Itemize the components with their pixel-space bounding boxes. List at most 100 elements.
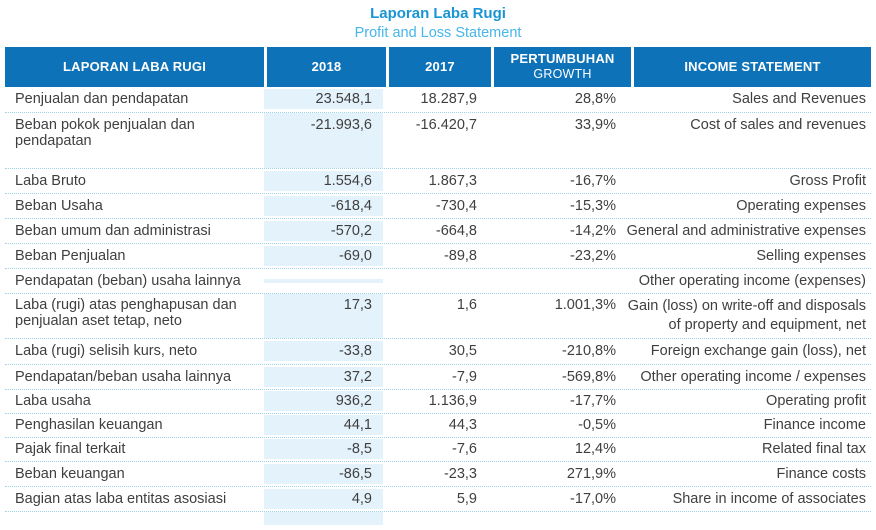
cell-english-label: General and administrative expenses xyxy=(626,222,866,239)
band-spacer xyxy=(383,512,485,525)
cell-growth-value: -16,7% xyxy=(570,172,616,189)
cell-growth-value: -23,2% xyxy=(570,247,616,264)
cell-english-label: Foreign exchange gain (loss), net xyxy=(650,343,866,360)
cell-2017-value: 30,5 xyxy=(448,343,477,360)
pnl-table: LAPORAN LABA RUGI 2018 2017 PERTUMBUHAN … xyxy=(5,46,871,525)
cell-2018-value: 1.554,6 xyxy=(264,170,383,191)
header-growth-line1: PERTUMBUHAN xyxy=(510,51,615,67)
cell-english-label: Cost of sales and revenues xyxy=(690,116,866,133)
cell-2017-value: -89,8 xyxy=(443,247,477,264)
cell-english-label: Sales and Revenues xyxy=(732,91,866,108)
cell-growth-value: -14,2% xyxy=(570,222,616,239)
table-row: Beban Usaha -618,4 -730,4 -15,3% Operati… xyxy=(5,194,871,219)
cell-growth-value: 33,9% xyxy=(574,116,616,133)
cell-2017-value: -23,3 xyxy=(443,465,477,482)
header-cell-indonesian: LAPORAN LABA RUGI xyxy=(5,46,264,87)
table-row: Bagian atas laba entitas asosiasi 4,9 5,… xyxy=(5,487,871,512)
cell-2018-value: 936,2 xyxy=(264,391,383,412)
header-growth-line2: GROWTH xyxy=(533,67,592,82)
cell-2018-value: 44,1 xyxy=(264,415,383,436)
cell-english-label: Gain (loss) on write-off and disposals o… xyxy=(627,297,866,333)
cell-2018-value: -69,0 xyxy=(264,245,383,266)
cell-english-label: Other operating income (expenses) xyxy=(638,272,866,289)
table-row: Beban keuangan -86,5 -23,3 271,9% Financ… xyxy=(5,462,871,487)
cell-2017-value: 5,9 xyxy=(456,490,477,507)
page-title-block: Laporan Laba Rugi Profit and Loss Statem… xyxy=(0,0,876,42)
cell-2018-value: -618,4 xyxy=(264,195,383,216)
table-row: Laba Bruto 1.554,6 1.867,3 -16,7% Gross … xyxy=(5,169,871,194)
cell-english-label: Finance income xyxy=(763,417,866,434)
cell-indonesian-label: Pendapatan (beban) usaha lainnya xyxy=(15,272,241,289)
table-row: Pendapatan/beban usaha lainnya 37,2 -7,9… xyxy=(5,365,871,390)
cell-2017-value: 1.867,3 xyxy=(428,172,477,189)
cell-2018-value: -8,5 xyxy=(264,439,383,460)
cell-indonesian-label: Bagian atas laba entitas asosiasi xyxy=(15,490,227,507)
table-row: Pajak final terkait -8,5 -7,6 12,4% Rela… xyxy=(5,438,871,462)
cell-growth-value: 28,8% xyxy=(574,91,616,108)
cell-growth-value: -17,7% xyxy=(570,393,616,410)
cell-english-label: Other operating income / expenses xyxy=(640,368,866,385)
cell-2018-value: -86,5 xyxy=(264,463,383,484)
table-row: Pendapatan (beban) usaha lainnya Other o… xyxy=(5,269,871,294)
table-row: Beban pokok penjualan dan pendapatan -21… xyxy=(5,112,871,169)
cell-growth-value: -0,5% xyxy=(578,417,616,434)
cell-2018-value: -570,2 xyxy=(264,220,383,241)
header-cell-income-statement: INCOME STATEMENT xyxy=(634,46,871,87)
table-row: Penghasilan keuangan 44,1 44,3 -0,5% Fin… xyxy=(5,414,871,438)
cell-growth-value: 12,4% xyxy=(574,441,616,458)
cell-2018-value: 4,9 xyxy=(264,488,383,509)
cell-growth-value: -17,0% xyxy=(570,490,616,507)
cell-2018-value: 37,2 xyxy=(264,366,383,387)
cell-english-label: Operating profit xyxy=(766,393,866,410)
cell-english-label: Selling expenses xyxy=(756,247,866,264)
band-spacer xyxy=(485,512,622,525)
cell-indonesian-label: Pendapatan/beban usaha lainnya xyxy=(15,368,232,385)
cell-2017-value: -730,4 xyxy=(435,197,477,214)
cell-2018-value: -33,8 xyxy=(264,341,383,362)
table-row: Laba (rugi) selisih kurs, neto -33,8 30,… xyxy=(5,339,871,365)
cell-indonesian-label: Beban pokok penjualan dan pendapatan xyxy=(15,116,195,149)
cell-2017-value: -16.420,7 xyxy=(415,116,477,133)
cell-growth-value: -15,3% xyxy=(570,197,616,214)
cell-2017-value: 18.287,9 xyxy=(420,91,477,108)
cell-indonesian-label: Beban keuangan xyxy=(15,465,125,482)
cell-indonesian-label: Laba (rugi) atas penghapusan dan penjual… xyxy=(15,296,237,329)
cell-2017-value: 1.136,9 xyxy=(428,393,477,410)
cell-2017-value: -7,6 xyxy=(452,441,477,458)
band-spacer xyxy=(622,512,871,525)
cell-english-label: Finance costs xyxy=(776,465,866,482)
cell-english-label: Gross Profit xyxy=(789,172,866,189)
band-strip xyxy=(264,511,383,525)
cell-2017-value: -664,8 xyxy=(435,222,477,239)
cell-english-label: Share in income of associates xyxy=(672,490,866,507)
cell-2017-value: 1,6 xyxy=(456,296,477,313)
header-cell-2018: 2018 xyxy=(267,46,386,87)
page-subtitle: Profit and Loss Statement xyxy=(354,24,522,41)
cell-english-label: Operating expenses xyxy=(736,197,866,214)
cell-indonesian-label: Laba usaha xyxy=(15,393,91,410)
table-row: Laba usaha 936,2 1.136,9 -17,7% Operatin… xyxy=(5,390,871,414)
cell-2018-value: 23.548,1 xyxy=(264,89,383,110)
table-row: Beban Penjualan -69,0 -89,8 -23,2% Selli… xyxy=(5,244,871,269)
band-spacer xyxy=(5,512,264,525)
cell-2018-value: 17,3 xyxy=(264,293,383,338)
table-row: Laba (rugi) atas penghapusan dan penjual… xyxy=(5,293,871,339)
cell-2017-value: -7,9 xyxy=(452,368,477,385)
header-cell-2017: 2017 xyxy=(389,46,491,87)
cell-2018-value: -21.993,6 xyxy=(264,112,383,168)
cell-2018-value xyxy=(264,278,383,283)
cell-growth-value: -569,8% xyxy=(561,368,616,385)
header-cell-growth: PERTUMBUHAN GROWTH xyxy=(494,46,631,87)
table-row: Penjualan dan pendapatan 23.548,1 18.287… xyxy=(5,87,871,113)
cell-growth-value: 1.001,3% xyxy=(554,296,616,313)
cell-indonesian-label: Pajak final terkait xyxy=(15,441,126,458)
cell-english-label: Related final tax xyxy=(762,441,866,458)
cell-indonesian-label: Penjualan dan pendapatan xyxy=(15,91,189,108)
table-header: LAPORAN LABA RUGI 2018 2017 PERTUMBUHAN … xyxy=(5,46,871,87)
cell-2017-value xyxy=(383,279,485,283)
cell-growth-value xyxy=(485,279,622,283)
table-row: Beban umum dan administrasi -570,2 -664,… xyxy=(5,219,871,244)
column-2018-band-extension xyxy=(5,511,871,525)
cell-2017-value: 44,3 xyxy=(448,417,477,434)
